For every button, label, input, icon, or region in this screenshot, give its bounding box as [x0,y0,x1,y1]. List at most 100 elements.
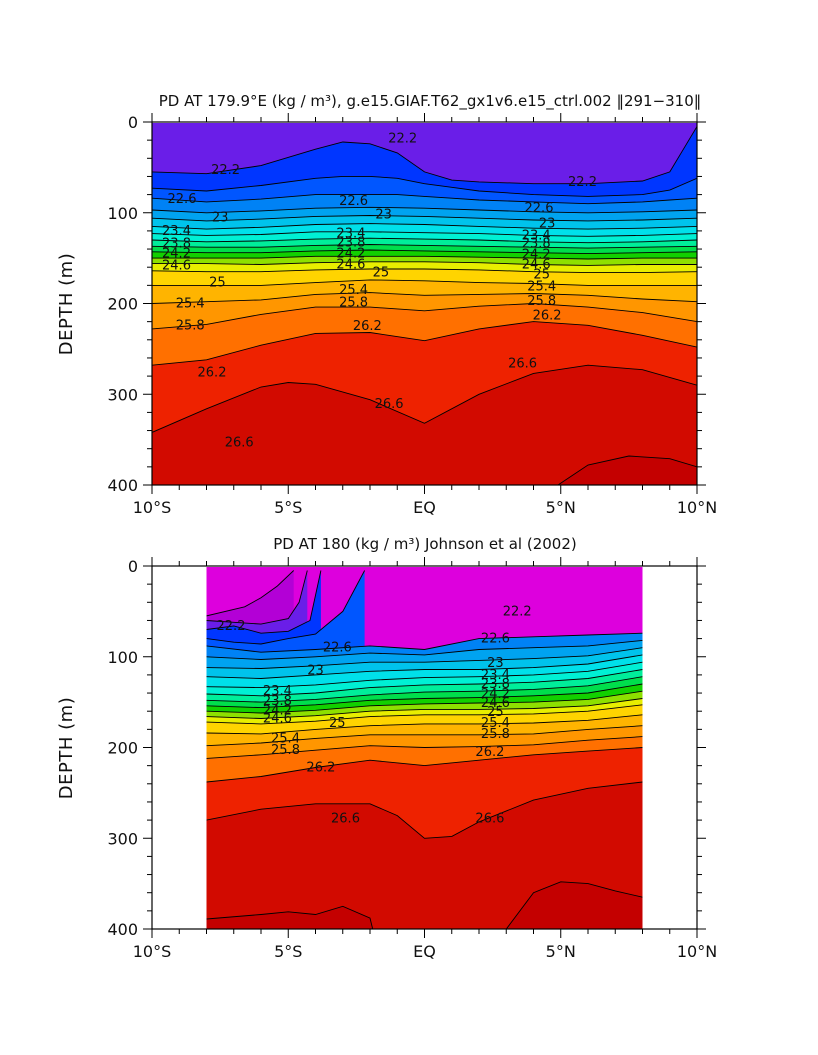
isopycnal-line [206,654,643,679]
contour-label: 23.8 [263,694,292,709]
contour-label: 25 [329,716,346,731]
isopycnal-line [206,676,643,703]
isopycnal-line [206,661,643,689]
y-tick-label: 200 [107,295,138,314]
x-tick-label: 10°N [677,498,717,517]
contour-label: 26.2 [306,761,335,776]
contour-label: 26.6 [225,435,254,450]
isopycnal-line [152,249,697,255]
contour-label: 26.6 [475,811,504,826]
contour-label: 23.8 [481,677,510,692]
isopycnal-line [206,570,295,617]
plot-title: PD AT 179.9°E (kg / m³), g.e15.GIAF.T62_… [159,92,702,111]
contour-label: 26.6 [331,811,360,826]
contour-label: 25 [373,266,390,281]
contour-label: 24.6 [522,258,551,273]
contour-label: 25.4 [481,716,510,731]
isopycnal-line [152,206,697,214]
x-tick-label: 10°S [133,498,172,517]
y-tick-label: 200 [107,739,138,758]
contour-label: 25 [209,276,226,291]
model-section-plot: PD AT 179.9°E (kg / m³), g.e15.GIAF.T62_… [56,92,717,517]
isopycnal-line [152,126,697,185]
contour-label: 25.8 [481,727,510,742]
contour-label: 26.2 [353,319,382,334]
y-tick-label: 300 [107,385,138,404]
isopycnal-line [206,669,643,697]
contour-label: 25.8 [339,296,368,311]
y-tick-label: 0 [128,113,138,132]
isopycnal-line [152,255,697,260]
contour-label: 23 [307,663,324,678]
isopycnal-line [206,690,643,714]
isopycnal-line [206,683,643,709]
contour-label: 23.8 [162,237,191,252]
isopycnal-line [206,698,643,719]
isopycnal-line [152,194,697,205]
contour-label: 25.4 [527,279,556,294]
contour-label: 24.2 [162,247,191,262]
y-axis-title: DEPTH (m) [56,253,77,355]
y-tick-label: 300 [107,829,138,848]
isopycnal-line [152,321,697,366]
contour-label: 26.2 [533,308,562,323]
contour-label: 24.2 [481,687,510,702]
isopycnal-line [152,364,697,433]
contour-label: 22.6 [481,632,510,647]
contour-label: 23.4 [522,228,551,243]
isopycnal-line [152,292,697,304]
contour-label: 25.8 [176,318,205,333]
contour-label: 26.2 [475,745,504,760]
contour-label: 22.2 [388,131,417,146]
contour-label: 23.8 [522,237,551,252]
contour-label: 23 [375,208,392,223]
contour-label: 22.6 [339,194,368,209]
isopycnal-line [152,244,697,249]
contour-label: 22.2 [211,163,240,178]
contour-label: 22.6 [168,192,197,207]
y-tick-label: 400 [107,476,138,495]
x-tick-label: 5°S [274,942,302,961]
density-band-27 [206,906,373,929]
contour-label: 26.6 [375,397,404,412]
isopycnal-line [152,175,697,197]
observation-section-plot: PD AT 180 (kg / m³) Johnson et al (2002)… [56,535,717,961]
x-tick-label: 10°S [133,942,172,961]
x-tick-label: 5°S [274,498,302,517]
isopycnal-line [152,237,697,244]
isopycnal-line [206,747,643,783]
y-tick-label: 100 [107,648,138,667]
contour-label: 23 [212,210,229,225]
isopycnal-line [152,223,697,230]
x-tick-label: 5°N [546,498,576,517]
isopycnal-line [206,736,643,759]
contour-label: 23.4 [481,668,510,683]
isopycnal-line [152,231,697,237]
contour-label: 24.6 [162,258,191,273]
contour-label: 22.6 [525,201,554,216]
isopycnal-line [206,632,643,653]
contour-label: 23.8 [336,236,365,251]
isopycnal-line [152,261,697,266]
contour-label: 23 [539,217,556,232]
contour-label: 25.8 [527,294,556,309]
density-band-27 [506,881,643,929]
isopycnal-line [152,279,697,286]
isopycnal-line [152,303,697,330]
isopycnal-line [152,268,697,274]
x-tick-label: EQ [413,942,436,961]
contour-label: 24.2 [336,247,365,262]
contour-label: 23 [487,656,504,671]
contour-label: 23.4 [263,684,292,699]
x-tick-label: 10°N [677,942,717,961]
isopycnal-line [206,905,374,929]
x-tick-label: EQ [413,498,436,517]
contour-label: 24.2 [263,703,292,718]
contour-label: 24.6 [263,712,292,727]
contour-label: 22.2 [568,175,597,190]
isopycnal-line [206,704,643,725]
isopycnal-line [206,570,308,625]
contour-label: 25 [533,268,550,283]
contour-label: 23.4 [162,224,191,239]
